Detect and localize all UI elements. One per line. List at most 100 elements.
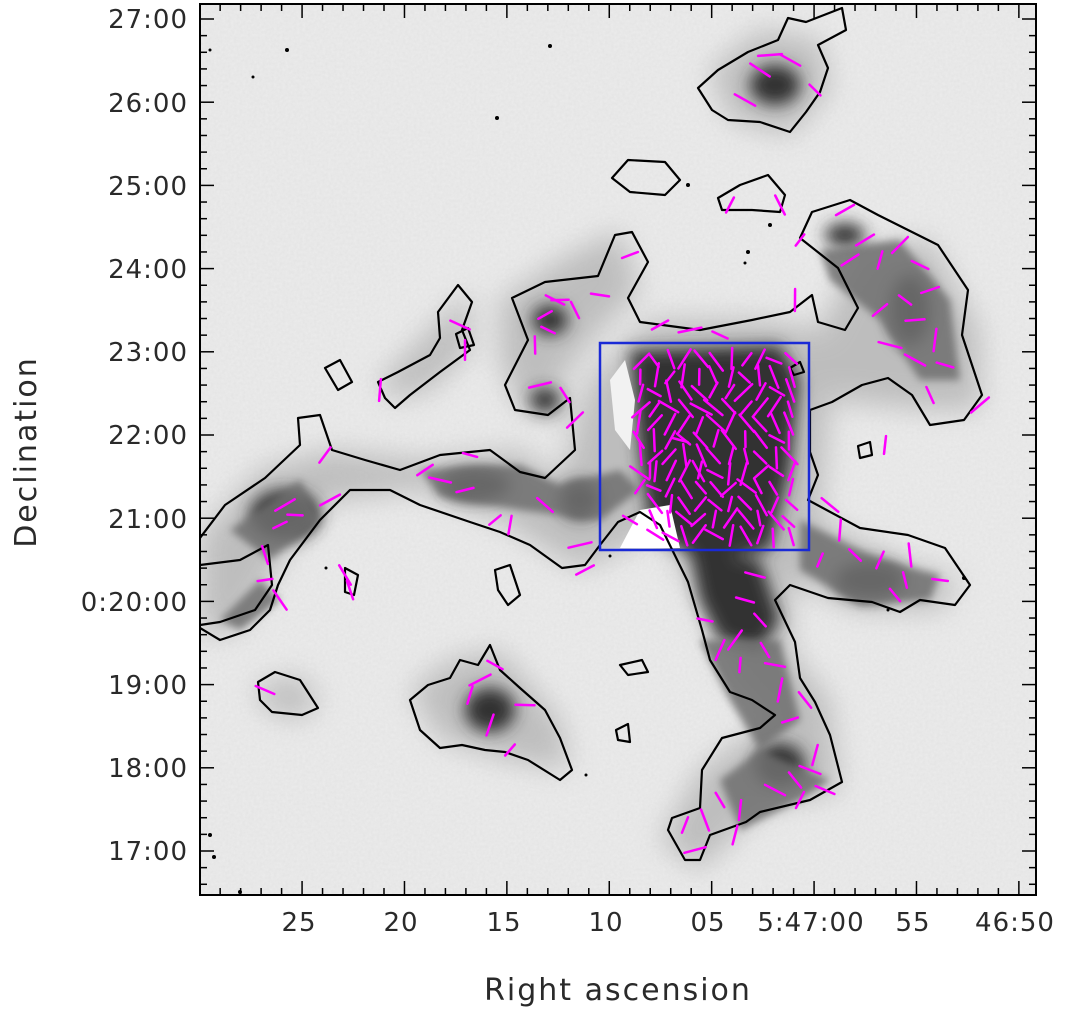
polarization-vector: [768, 434, 786, 444]
polarization-vector: [488, 514, 502, 526]
polarization-vector: [910, 259, 930, 271]
polarization-vector: [767, 510, 785, 531]
polarization-vector: [318, 446, 332, 464]
polarization-vector: [680, 816, 690, 834]
polarization-vector: [705, 447, 722, 465]
polarization-vector: [726, 629, 744, 651]
polarization-vector: [503, 743, 517, 757]
plot-frame: [199, 3, 1037, 896]
polarization-vector: [537, 309, 553, 321]
polarization-vector: [768, 364, 780, 389]
polarization-vector: [677, 398, 695, 419]
polarization-vector: [631, 401, 651, 419]
polarization-vector: [935, 361, 955, 369]
polarization-vector: [756, 52, 784, 58]
polarization-vector: [969, 396, 991, 414]
polarization-vector: [694, 480, 708, 495]
polarization-vector: [890, 235, 910, 255]
polarization-vector: [755, 382, 767, 401]
polarization-vector: [784, 351, 799, 365]
polarization-vector: [781, 514, 796, 529]
polarization-vector: [714, 638, 726, 662]
polarization-vector: [677, 348, 692, 370]
polarization-vector: [648, 354, 660, 369]
polarization-vector: [730, 346, 734, 371]
polarization-vector: [752, 429, 769, 450]
polarization-vector: [706, 468, 724, 479]
polarization-vector: [705, 413, 726, 432]
polarization-vector: [778, 53, 802, 67]
cavity: [610, 360, 635, 450]
polarization-vector: [678, 380, 693, 401]
y-tick-label: 25:00: [108, 172, 188, 202]
polarization-vector: [744, 571, 766, 579]
polarization-vector: [749, 62, 771, 78]
polarization-vector: [645, 484, 662, 492]
polarization-vector: [677, 496, 691, 516]
polarization-vector: [882, 434, 888, 456]
polarization-vector: [752, 450, 768, 465]
south-blob: [408, 643, 574, 782]
polarization-vector: [527, 381, 553, 389]
polarization-vector: [260, 544, 270, 566]
contours: [200, 6, 984, 862]
y-tick-label: 24:00: [108, 255, 188, 285]
polarization-vector: [724, 383, 736, 400]
polarization-vector: [871, 302, 889, 318]
polarization-vector: [648, 509, 659, 530]
polarization-vector: [709, 480, 725, 499]
polarization-vector: [485, 713, 495, 737]
y-tick-label: 0:20:00: [81, 588, 188, 618]
polarization-vector: [724, 196, 736, 214]
polarization-vector: [691, 524, 707, 545]
y-tick-label: 18:00: [108, 754, 188, 784]
polarization-vector: [814, 784, 836, 796]
polarization-vector: [690, 512, 707, 528]
small-blob-7: [454, 326, 476, 350]
polarization-vector: [377, 377, 383, 403]
polarization-vector: [752, 464, 770, 480]
polarization-vector: [621, 514, 639, 526]
polarization-vector: [427, 476, 453, 484]
polarization-vector: [919, 285, 941, 295]
mid-blob: [493, 563, 522, 607]
polarization-vector: [569, 300, 581, 320]
polarization-vector: [666, 348, 676, 370]
polarization-vector: [756, 524, 765, 545]
polarization-vector: [739, 525, 753, 547]
polarization-vector: [514, 703, 536, 707]
polarization-vector: [738, 656, 742, 674]
polarization-vector: [834, 203, 856, 217]
cloud-1: [610, 158, 682, 197]
polarization-vector: [652, 427, 656, 453]
polarization-vector: [743, 447, 750, 465]
polarization-vector: [567, 541, 593, 549]
x-tick-label: 25: [281, 908, 316, 938]
polarization-vector: [770, 496, 780, 514]
polarization-vector: [455, 486, 475, 494]
polarization-vector: [768, 480, 779, 496]
polarization-vector: [635, 410, 642, 435]
polarization-vector: [689, 402, 713, 416]
small-blob-4: [614, 722, 632, 744]
x-tick-label: 46:50: [975, 908, 1055, 938]
polarization-vector: [765, 356, 783, 365]
polarization-vector: [694, 416, 705, 436]
polarization-vector: [679, 479, 693, 500]
polarization-vector: [754, 493, 769, 517]
polarization-vector: [337, 564, 353, 586]
polarization-vector: [650, 319, 670, 331]
polarization-vector: [756, 509, 762, 527]
polarization-vector: [486, 659, 504, 671]
polarization-vector: [544, 294, 566, 306]
polarization-vector: [733, 382, 754, 403]
polarization-vector: [753, 612, 767, 628]
polarization-vector: [712, 428, 720, 448]
polarization-vector: [702, 398, 724, 417]
sw-blob: [256, 670, 320, 717]
polarization-vector: [696, 460, 704, 480]
polarization-vector: [736, 478, 757, 495]
small-blob-5: [856, 440, 874, 460]
polarization-vector: [638, 442, 643, 467]
polarization-vector: [664, 477, 676, 498]
